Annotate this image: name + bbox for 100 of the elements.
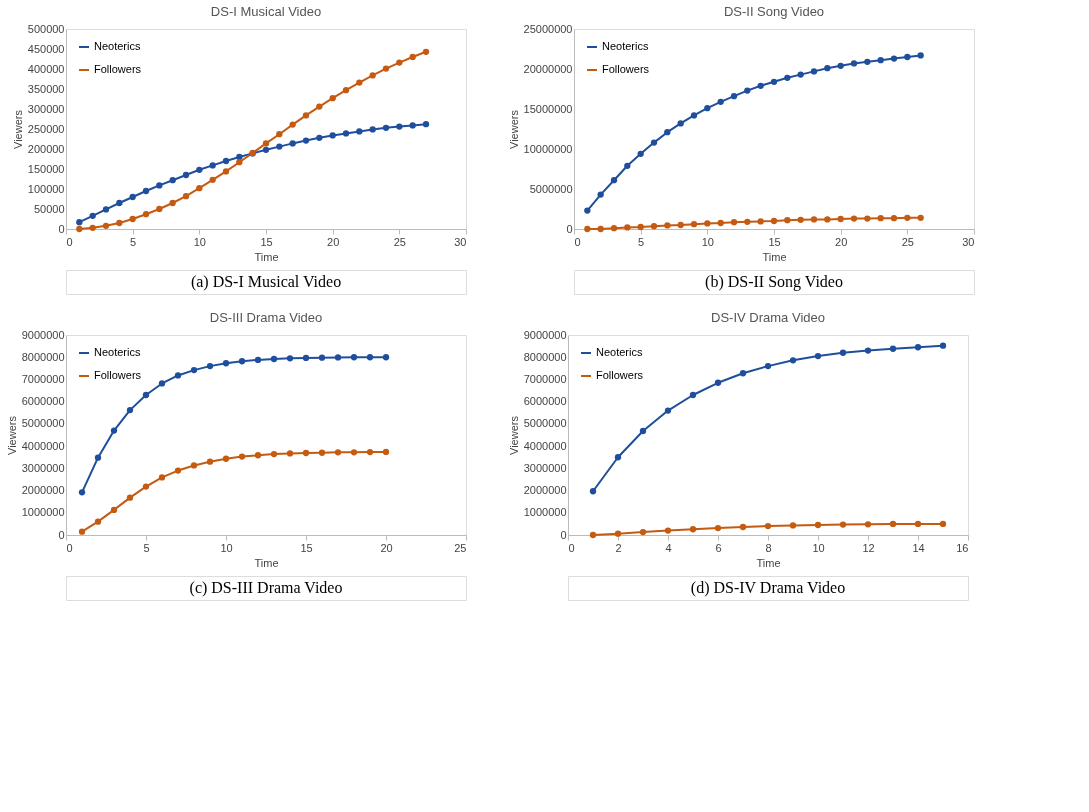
point	[810, 68, 818, 75]
point	[704, 220, 711, 227]
x-tick-label: 30	[962, 235, 975, 248]
point	[369, 126, 376, 133]
y-tick-label: 200000	[27, 142, 65, 155]
y-axis-title: Viewers	[507, 109, 520, 149]
x-tick-label: 16	[956, 541, 969, 554]
point	[744, 218, 751, 225]
x-tick-label: 25	[393, 235, 406, 248]
point	[116, 199, 123, 207]
point	[94, 454, 102, 461]
point	[890, 215, 898, 222]
point	[78, 489, 86, 496]
point	[714, 379, 722, 386]
x-tick-label: 20	[327, 235, 340, 248]
x-tick-label: 15	[768, 235, 781, 248]
point	[350, 449, 358, 456]
point	[126, 494, 134, 501]
y-tick-label: 450000	[27, 42, 65, 55]
x-tick-label: 15	[260, 235, 273, 248]
point	[110, 427, 118, 434]
point	[789, 357, 797, 364]
point	[744, 87, 751, 94]
point	[318, 354, 326, 361]
point	[356, 128, 363, 135]
y-tick-label: 10000000	[523, 142, 573, 155]
point	[637, 150, 644, 157]
x-tick-label: 20	[380, 541, 393, 554]
point	[624, 224, 631, 231]
y-tick-label: 8000000	[21, 350, 65, 363]
point	[589, 488, 597, 495]
point	[664, 129, 671, 136]
point	[169, 199, 176, 207]
point	[302, 112, 310, 119]
point	[126, 406, 134, 414]
point	[610, 225, 618, 232]
point	[770, 78, 778, 85]
y-tick-label: 0	[566, 222, 573, 235]
point	[262, 140, 270, 147]
y-tick-label: 4000000	[21, 439, 65, 452]
y-tick-label: 500000	[27, 22, 65, 35]
y-tick-label: 9000000	[21, 328, 65, 341]
x-axis-title: Time	[756, 556, 781, 569]
y-tick-label: 50000	[33, 202, 65, 215]
point	[238, 453, 246, 460]
point	[316, 103, 323, 110]
point	[784, 217, 791, 224]
text: (a) DS-I Musical Video	[190, 273, 342, 291]
point	[222, 360, 230, 367]
point	[917, 214, 924, 221]
point	[864, 521, 872, 528]
point	[824, 65, 831, 72]
legend-label: Followers	[596, 369, 644, 381]
point	[422, 48, 430, 55]
text: (c) DS-III Drama Video	[189, 579, 343, 597]
point	[76, 219, 83, 226]
point	[664, 407, 672, 414]
point	[350, 354, 358, 361]
point	[286, 450, 294, 457]
point	[276, 143, 283, 150]
legend-label: Followers	[602, 63, 650, 75]
point	[690, 221, 698, 228]
x-tick-label: 15	[300, 541, 313, 554]
point	[864, 58, 871, 65]
point	[764, 362, 772, 370]
point	[270, 450, 278, 458]
x-tick-label: 0	[66, 541, 73, 554]
point	[169, 177, 176, 184]
y-tick-label: 5000000	[529, 182, 573, 195]
x-tick-label: 2	[615, 541, 622, 554]
point	[270, 355, 278, 363]
x-axis-title: Time	[762, 250, 787, 263]
point	[664, 527, 672, 534]
point	[254, 356, 262, 364]
point	[142, 391, 150, 399]
point	[222, 157, 230, 165]
point	[597, 225, 604, 233]
point	[664, 222, 671, 229]
chart-title: DS-II Song Video	[723, 4, 825, 19]
y-tick-label: 2000000	[523, 484, 567, 497]
point	[814, 521, 822, 529]
point	[318, 449, 326, 456]
point	[142, 211, 150, 218]
point	[889, 520, 897, 528]
point	[789, 522, 797, 529]
point	[382, 448, 390, 456]
point	[770, 217, 778, 225]
point	[704, 105, 711, 112]
point	[142, 187, 150, 195]
point	[89, 212, 96, 219]
point	[890, 55, 898, 62]
point	[797, 216, 804, 223]
legend-label: Neoterics	[602, 40, 649, 52]
point	[730, 219, 738, 226]
y-tick-label: 20000000	[523, 62, 573, 75]
point	[717, 98, 724, 105]
point	[76, 225, 83, 233]
point	[784, 74, 791, 81]
point	[342, 130, 350, 137]
x-tick-label: 12	[862, 541, 875, 554]
